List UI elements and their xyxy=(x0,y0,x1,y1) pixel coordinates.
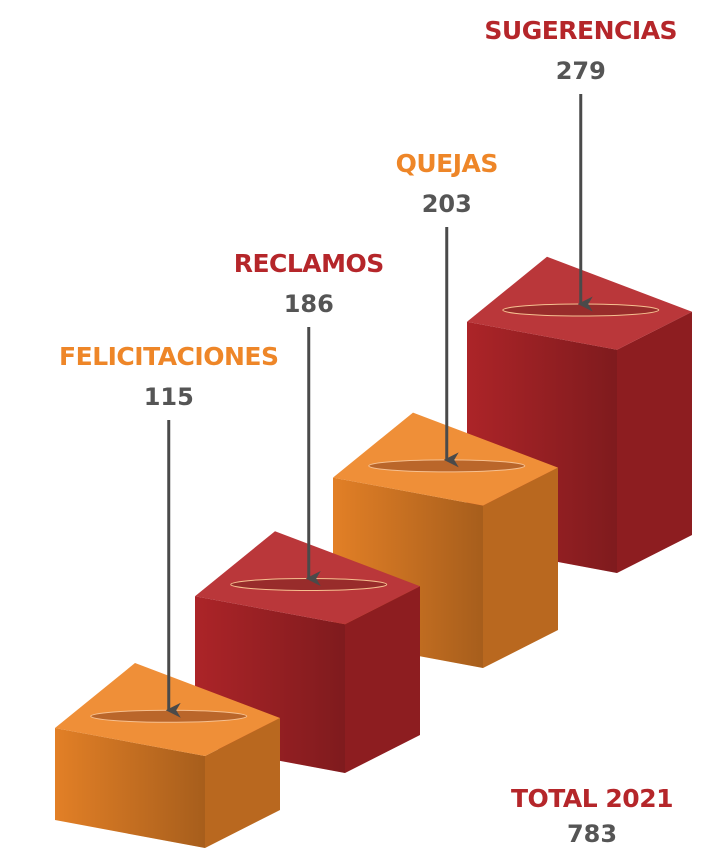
slot xyxy=(230,577,388,591)
box-side-shade xyxy=(617,311,692,573)
total-label: TOTAL 2021 xyxy=(511,784,673,813)
category-label: RECLAMOS xyxy=(234,249,384,278)
box-side-shade xyxy=(205,718,280,848)
value-label: 186 xyxy=(284,290,334,318)
slot xyxy=(502,303,660,317)
slot xyxy=(368,459,526,473)
box-side xyxy=(205,718,280,848)
value-label: 115 xyxy=(144,383,194,411)
box-side xyxy=(483,467,558,668)
value-label: 279 xyxy=(556,57,606,85)
box-side-shade xyxy=(345,586,420,773)
slot xyxy=(90,709,248,723)
category-label: QUEJAS xyxy=(396,149,498,178)
category-label: SUGERENCIAS xyxy=(484,16,677,45)
category-label: FELICITACIONES xyxy=(59,342,278,371)
box-side xyxy=(345,586,420,773)
box-front-shade xyxy=(55,728,205,848)
box-side xyxy=(617,311,692,573)
box-side-shade xyxy=(483,467,558,668)
value-label: 203 xyxy=(422,190,472,218)
total-value: 783 xyxy=(567,820,617,848)
